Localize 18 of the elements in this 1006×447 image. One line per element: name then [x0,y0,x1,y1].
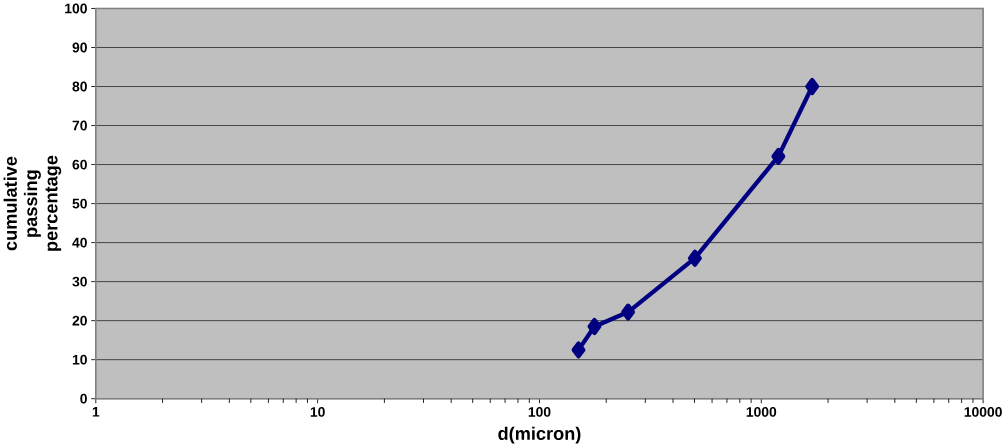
y-tick-label: 50 [72,198,87,209]
y-tick-label: 70 [72,120,87,131]
y-tick-label: 20 [72,315,87,326]
y-tick-label: 40 [72,237,87,248]
y-tick-label: 10 [72,354,87,365]
x-tick-label: 100 [528,406,551,417]
x-axis-title: d(micron) [498,426,581,444]
x-tick-label: 1 [92,406,100,417]
y-tick-label: 90 [72,42,87,53]
x-tick-label: 1000 [746,406,777,417]
y-axis-title: cumulative passing percentage [3,155,62,251]
y-tick-label: 80 [72,81,87,92]
y-tick-label: 30 [72,276,87,287]
y-tick-label: 0 [80,393,87,404]
x-tick-label: 10 [310,406,325,417]
x-tick-label: 10000 [964,406,1002,417]
y-tick-label: 100 [65,3,87,14]
y-tick-label: 60 [72,159,87,170]
